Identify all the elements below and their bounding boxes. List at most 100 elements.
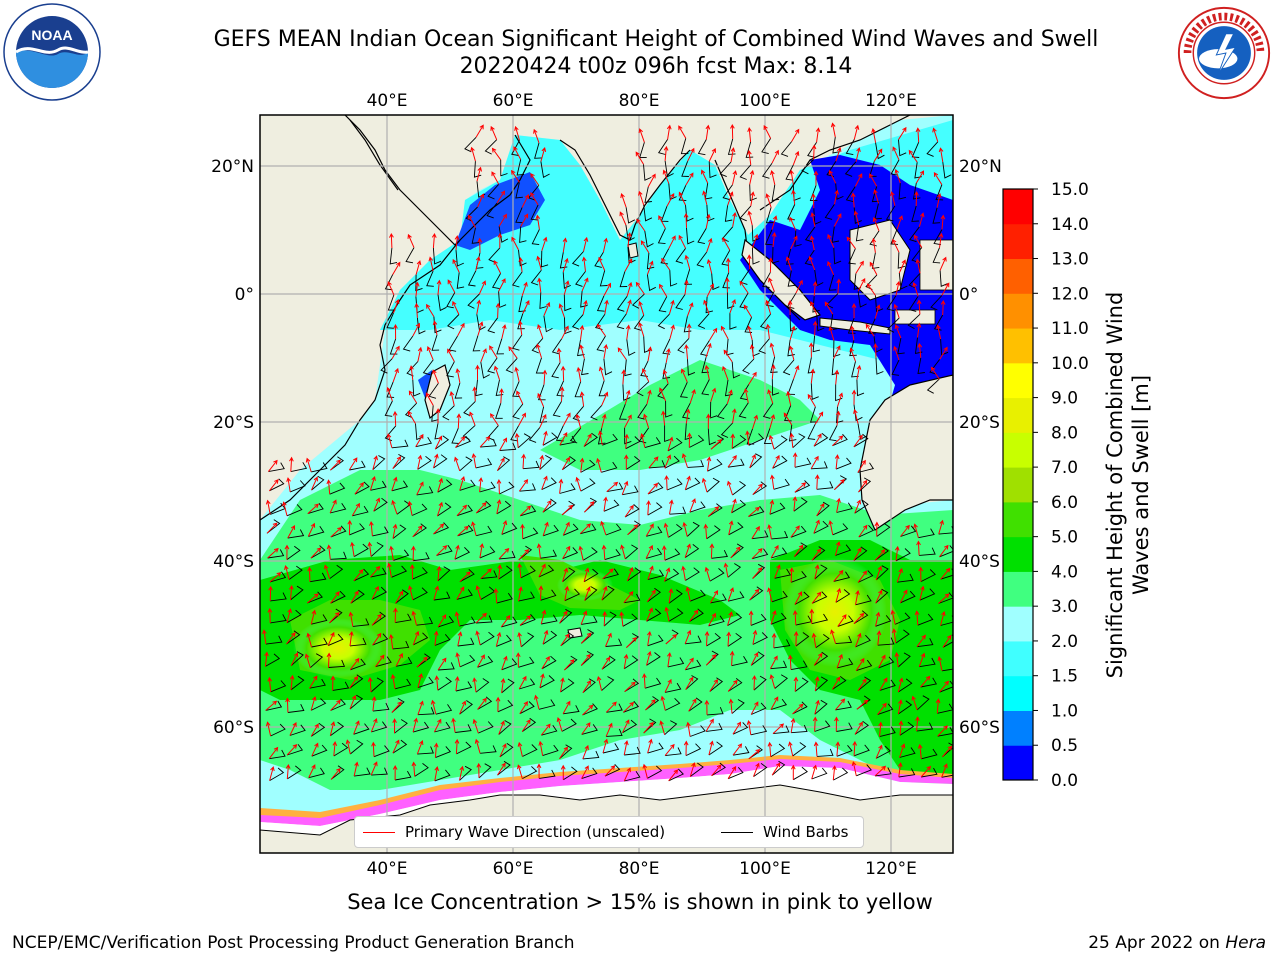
wave-direction-arrow xyxy=(447,348,455,362)
wind-barb xyxy=(701,357,709,374)
wind-barb xyxy=(415,274,423,292)
wave-direction-arrow xyxy=(763,124,772,139)
wave-direction-arrow xyxy=(602,738,609,754)
wind-barb xyxy=(813,433,829,447)
wind-barb xyxy=(446,361,455,378)
colorbar-bin xyxy=(1003,397,1033,433)
wind-barb xyxy=(501,658,518,671)
wind-barb xyxy=(330,698,346,711)
wave-direction-arrow xyxy=(411,545,416,561)
wind-barb xyxy=(697,139,707,156)
wave-direction-arrow xyxy=(350,590,359,604)
wave-direction-arrow xyxy=(309,675,318,689)
wave-direction-arrow xyxy=(665,347,671,363)
wind-barb xyxy=(537,384,546,401)
wave-direction-arrow xyxy=(816,502,825,517)
wave-direction-arrow xyxy=(753,762,760,777)
wind-barb xyxy=(711,550,728,559)
wave-direction-arrow xyxy=(583,236,589,252)
wave-direction-arrow xyxy=(627,232,632,248)
lat-tick-right-20s: 20°S xyxy=(959,413,1000,433)
wave-direction-arrow xyxy=(752,629,758,645)
wind-barb xyxy=(623,700,640,713)
wave-direction-arrow xyxy=(518,586,523,602)
wave-direction-arrow xyxy=(792,150,800,166)
wind-barb xyxy=(516,159,525,176)
wind-barb xyxy=(459,456,473,472)
wind-barb xyxy=(644,186,652,203)
wave-direction-arrow xyxy=(327,631,335,646)
wave-direction-arrow xyxy=(268,459,278,472)
wave-direction-arrow xyxy=(511,236,519,251)
wave-direction-arrow xyxy=(940,567,951,580)
wave-direction-arrow xyxy=(454,456,461,471)
wave-direction-arrow xyxy=(765,193,772,208)
wave-direction-arrow xyxy=(726,389,733,404)
wave-direction-arrow xyxy=(792,610,798,626)
colorbar-bin xyxy=(1003,293,1033,329)
wind-barb xyxy=(497,456,511,472)
wind-barb xyxy=(433,522,450,535)
wind-barb xyxy=(505,357,518,374)
wind-barb xyxy=(577,339,585,357)
wind-barb xyxy=(742,358,755,374)
wave-direction-arrow xyxy=(625,299,632,314)
wind-barb xyxy=(879,679,896,691)
wave-direction-arrow xyxy=(898,259,906,274)
wave-direction-arrow xyxy=(434,435,443,450)
wave-direction-arrow xyxy=(814,676,820,692)
wind-barb xyxy=(897,252,906,269)
wave-direction-arrow xyxy=(748,749,761,760)
wind-barb xyxy=(761,162,773,179)
wave-direction-arrow xyxy=(498,278,506,292)
wave-direction-arrow xyxy=(452,300,460,315)
wave-direction-arrow xyxy=(575,476,582,492)
wave-direction-arrow xyxy=(665,634,678,645)
wind-barb xyxy=(582,703,598,716)
wave-direction-arrow xyxy=(469,411,476,426)
wind-barb xyxy=(438,662,455,671)
wind-barb xyxy=(772,725,790,735)
wind-barb xyxy=(657,228,666,245)
wave-direction-arrow xyxy=(582,704,594,716)
wind-barb xyxy=(680,138,689,155)
wind-barb xyxy=(310,653,324,669)
wind-barb xyxy=(602,743,620,754)
wind-barb xyxy=(753,762,768,777)
wave-direction-arrow xyxy=(330,591,340,604)
wind-barb xyxy=(270,592,287,602)
wave-direction-arrow xyxy=(708,612,716,627)
arabia-coast xyxy=(344,115,531,246)
wind-barb xyxy=(814,651,829,666)
wave-direction-arrow xyxy=(536,543,542,559)
wave-direction-arrow xyxy=(908,149,918,163)
wave-direction-arrow xyxy=(391,701,402,713)
wind-barb xyxy=(417,676,434,689)
wind-barb xyxy=(624,427,632,445)
wind-barb xyxy=(708,161,717,179)
wave-direction-arrow xyxy=(477,654,485,668)
wind-barb xyxy=(891,359,900,376)
wave-direction-arrow xyxy=(455,652,461,668)
wind-barb xyxy=(790,571,807,583)
wave-direction-arrow xyxy=(621,369,627,385)
wind-barb xyxy=(726,338,734,356)
wave-direction-arrow xyxy=(708,327,718,341)
wind-barb xyxy=(405,247,415,264)
wave-direction-arrow xyxy=(684,657,694,671)
wind-barb xyxy=(899,721,915,736)
wind-barb xyxy=(330,551,347,560)
wind-barb xyxy=(657,383,669,399)
wind-barb xyxy=(464,136,477,153)
lat-tick-right-40s: 40°S xyxy=(959,552,1000,572)
wave-direction-arrow xyxy=(930,366,940,380)
wind-barb xyxy=(627,520,641,536)
wave-direction-arrow xyxy=(942,634,952,648)
wind-barb xyxy=(310,545,326,559)
wind-barb xyxy=(518,656,535,668)
wind-barb xyxy=(871,252,880,269)
wave-direction-arrow xyxy=(790,525,800,538)
wind-barb xyxy=(539,406,548,423)
wave-direction-arrow xyxy=(767,389,774,404)
wind-barb xyxy=(380,358,393,374)
